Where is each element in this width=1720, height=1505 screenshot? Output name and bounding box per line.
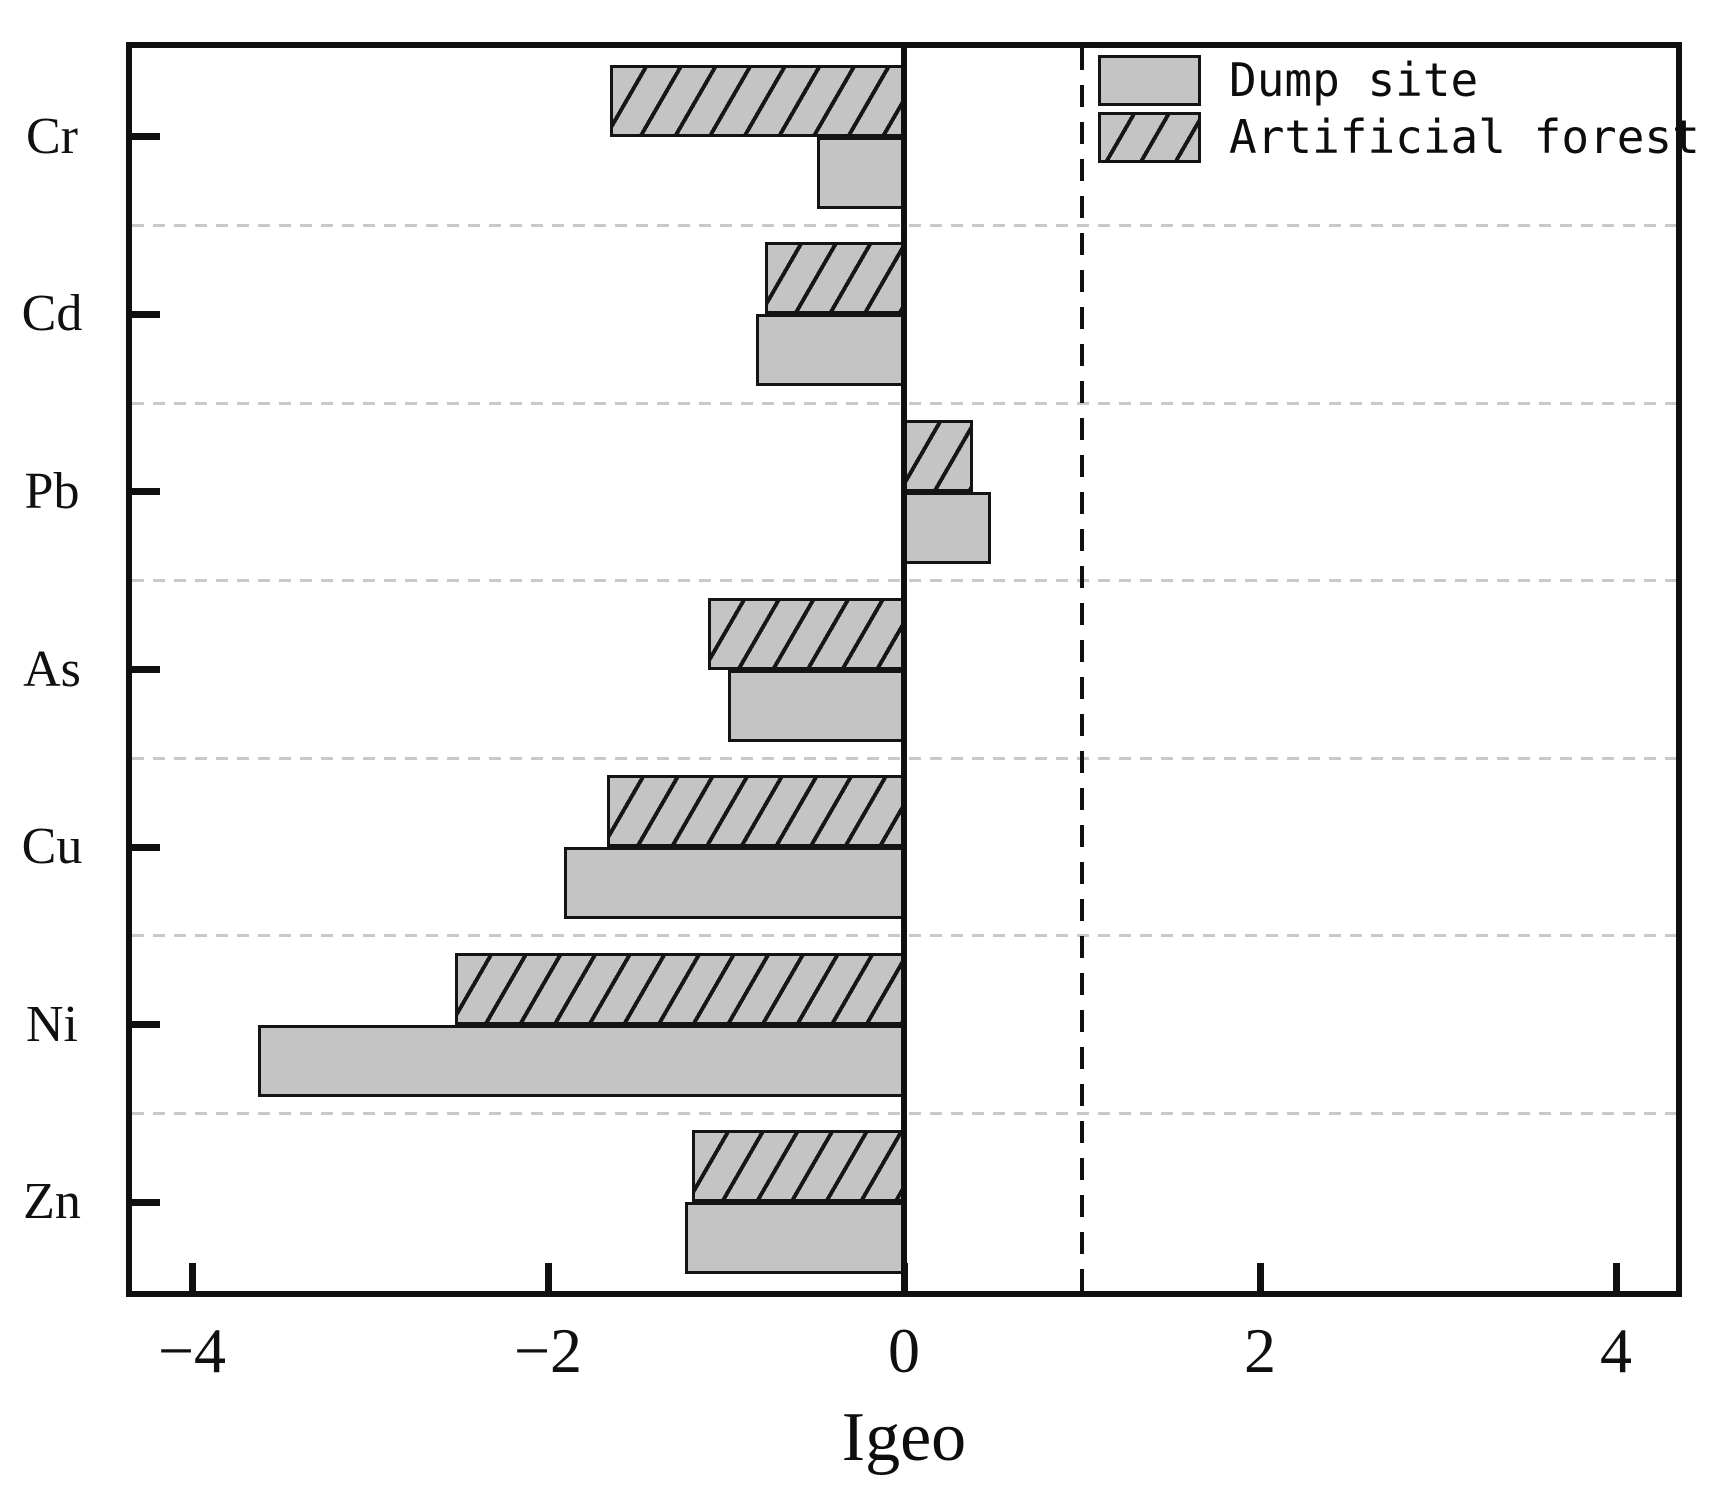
bar-dump-site-cd xyxy=(756,314,904,387)
bar-artificial-forest-pb xyxy=(904,419,974,492)
x-axis-title: Igeo xyxy=(841,1399,967,1476)
x-axis-tick-label-2: 2 xyxy=(1244,1315,1276,1386)
y-axis-tick xyxy=(132,1021,160,1029)
legend-swatch-artificial-forest xyxy=(1098,112,1201,163)
y-axis-tick xyxy=(132,133,160,141)
y-axis-label-zn: Zn xyxy=(23,1173,81,1231)
legend: Dump site Artificial forest xyxy=(1098,55,1700,169)
y-axis-label-pb: Pb xyxy=(24,462,80,520)
bar-dump-site-cu xyxy=(564,847,904,920)
reference-line xyxy=(1080,48,1084,1291)
y-axis-label-cr: Cr xyxy=(26,107,78,165)
bar-dump-site-as xyxy=(727,669,904,742)
x-axis-tick xyxy=(900,1263,908,1291)
x-axis-tick-label-4: 4 xyxy=(1600,1315,1632,1386)
y-axis-label-cu: Cu xyxy=(21,818,83,876)
x-axis-tick-label--4: −4 xyxy=(157,1315,227,1386)
y-axis-tick xyxy=(132,666,160,673)
legend-item-dump-site: Dump site xyxy=(1098,55,1700,106)
y-axis-label-cd: Cd xyxy=(21,285,83,343)
x-axis-tick xyxy=(1256,1263,1264,1291)
y-axis-tick xyxy=(132,843,160,851)
zero-axis-line xyxy=(901,48,907,1291)
x-axis-tick-label-0: 0 xyxy=(888,1315,920,1386)
x-axis-tick-label--2: −2 xyxy=(513,1315,583,1386)
bar-artificial-forest-zn xyxy=(692,1130,904,1203)
x-axis-tick xyxy=(544,1263,552,1291)
legend-label-dump-site: Dump site xyxy=(1229,53,1479,107)
bar-dump-site-ni xyxy=(257,1024,904,1097)
y-axis-tick xyxy=(132,310,160,318)
bar-artificial-forest-as xyxy=(708,597,904,670)
bar-artificial-forest-cd xyxy=(765,242,904,315)
bar-dump-site-cr xyxy=(816,136,904,209)
bar-artificial-forest-cu xyxy=(606,775,904,848)
x-axis-tick xyxy=(188,1263,196,1291)
x-axis-tick xyxy=(1612,1263,1620,1291)
bar-dump-site-zn xyxy=(685,1202,904,1275)
legend-label-artificial-forest: Artificial forest xyxy=(1229,110,1700,164)
y-axis-label-ni: Ni xyxy=(26,995,78,1053)
y-axis-label-as: As xyxy=(23,640,81,698)
plot-area xyxy=(126,42,1682,1297)
bar-artificial-forest-cr xyxy=(610,64,904,137)
y-axis-tick xyxy=(132,1198,160,1206)
y-axis-tick xyxy=(132,488,160,496)
bar-dump-site-pb xyxy=(904,491,992,564)
bar-artificial-forest-ni xyxy=(455,952,904,1025)
legend-item-artificial-forest: Artificial forest xyxy=(1098,112,1700,163)
legend-swatch-dump-site xyxy=(1098,55,1201,106)
